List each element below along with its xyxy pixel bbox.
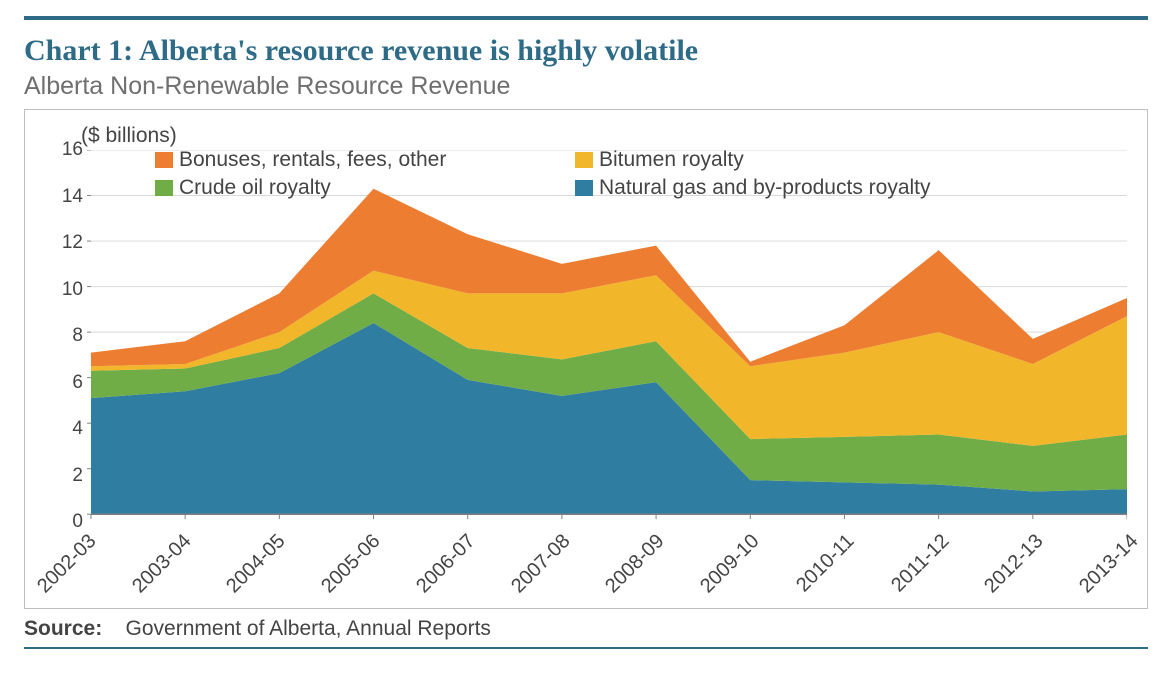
area-chart-svg [85,150,1127,522]
x-tick-label: 2010-11 [792,530,859,597]
y-tick-label: 16 [39,139,83,161]
x-tick-label: 2011-12 [887,530,954,597]
y-tick-label: 2 [39,465,83,487]
chart-subtitle: Alberta Non-Renewable Resource Revenue [24,72,1148,101]
y-tick-label: 0 [39,511,83,533]
legend-label-crude: Crude oil royalty [179,176,331,200]
x-tick-label: 2009-10 [696,530,764,598]
y-tick-label: 6 [39,372,83,394]
y-tick-label: 4 [39,418,83,440]
plot-area [85,150,1127,522]
y-tick-label: 12 [39,232,83,254]
y-axis-unit: ($ billions) [81,124,177,148]
x-tick-label: 2013-14 [1075,530,1143,598]
legend-label-bonuses: Bonuses, rentals, fees, other [179,148,446,172]
x-tick-label: 2006-07 [412,530,480,598]
chart-container: ($ billions) Bonuses, rentals, fees, oth… [24,109,1148,609]
source-label: Source: [24,617,102,640]
x-tick-label: 2002-03 [33,530,101,598]
x-tick-label: 2012-13 [980,530,1048,598]
legend-swatch-crude [155,180,173,196]
top-rule [24,16,1148,20]
legend-item-bonuses: Bonuses, rentals, fees, other [155,148,575,172]
source-text: Government of Alberta, Annual Reports [126,617,491,640]
y-tick-label: 10 [39,279,83,301]
y-axis-labels: 0246810121416 [39,150,83,522]
legend-label-bitumen: Bitumen royalty [599,148,744,172]
chart-title: Chart 1: Alberta's resource revenue is h… [24,34,1148,68]
x-tick-label: 2005-06 [317,530,385,598]
y-tick-label: 8 [39,325,83,347]
x-tick-label: 2007-08 [507,530,575,598]
legend-swatch-bonuses [155,152,173,168]
source-line: Source: Government of Alberta, Annual Re… [24,617,1148,641]
x-tick-label: 2003-04 [128,530,196,598]
y-tick-label: 14 [39,186,83,208]
legend: Bonuses, rentals, fees, other Bitumen roy… [155,148,1117,200]
legend-swatch-bitumen [575,152,593,168]
legend-label-natgas: Natural gas and by-products royalty [599,176,931,200]
legend-item-crude: Crude oil royalty [155,176,575,200]
legend-item-natgas: Natural gas and by-products royalty [575,176,1117,200]
legend-item-bitumen: Bitumen royalty [575,148,1117,172]
x-axis-labels: 2002-032003-042004-052005-062006-072007-… [85,524,1127,604]
x-tick-label: 2008-09 [601,530,669,598]
x-tick-label: 2004-05 [223,530,291,598]
bottom-rule [24,647,1148,649]
legend-swatch-natgas [575,180,593,196]
